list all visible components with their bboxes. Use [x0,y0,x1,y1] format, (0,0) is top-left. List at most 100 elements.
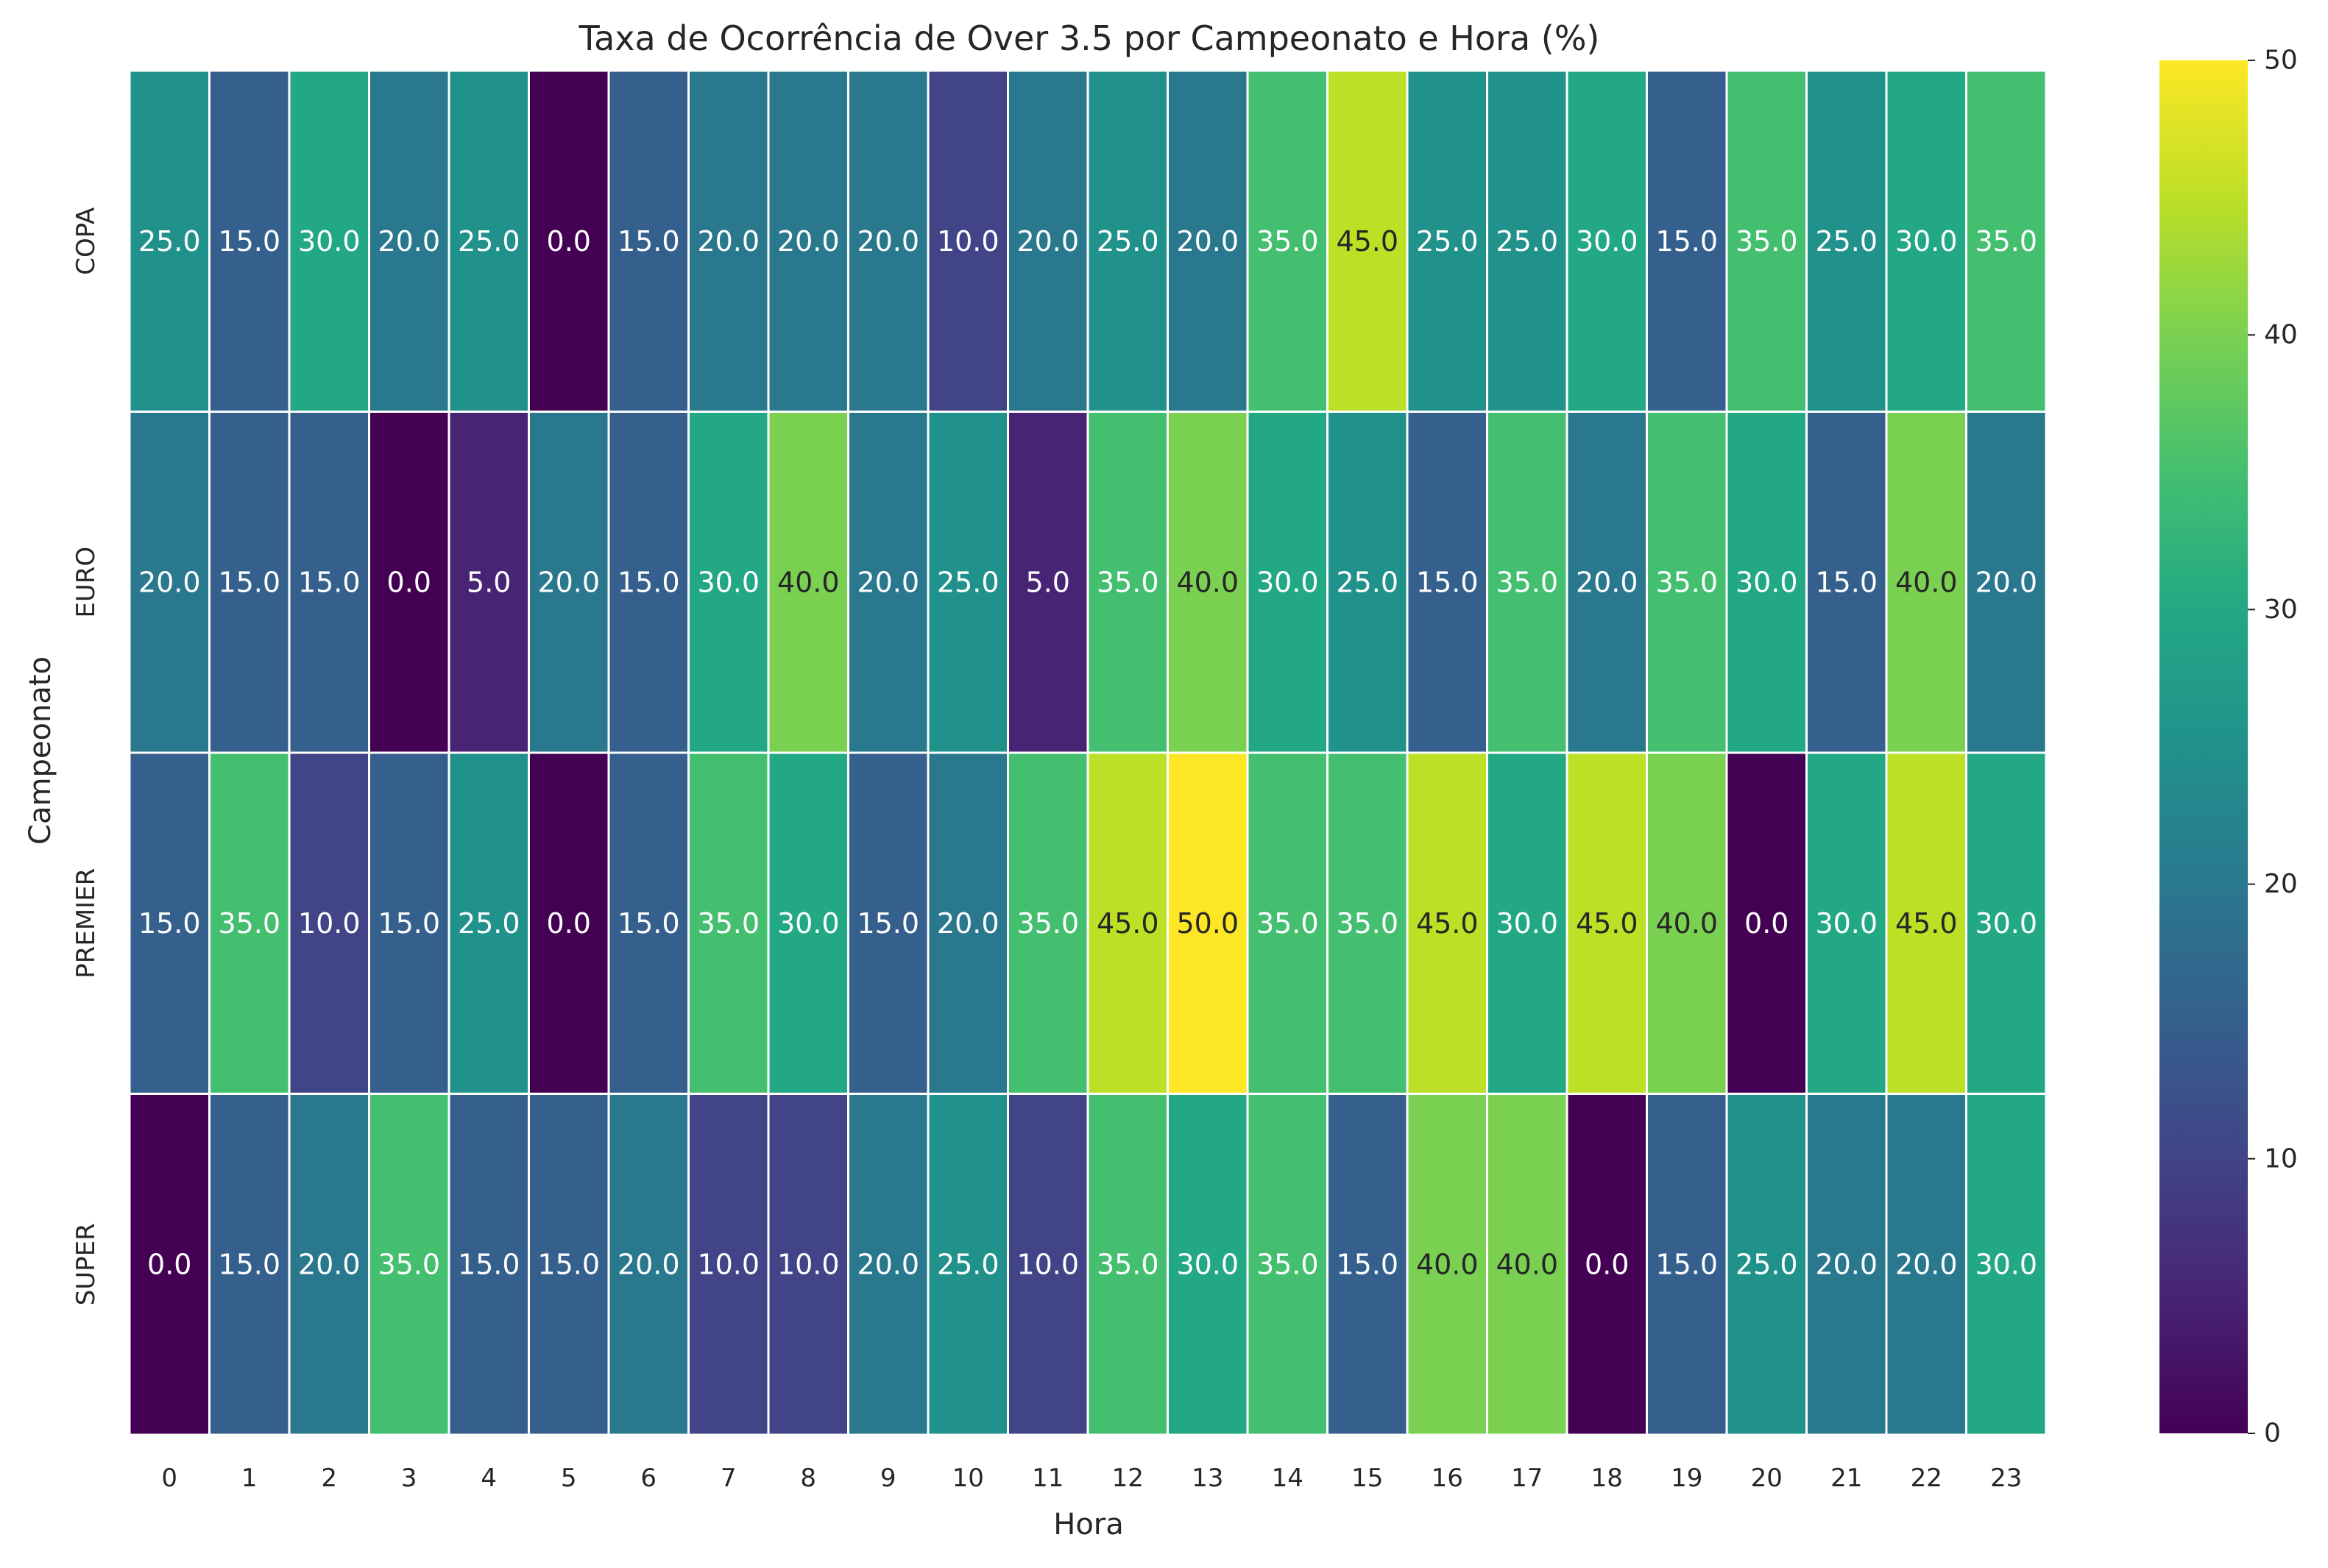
cell-value-label: 0.0 [547,225,591,258]
cell-value-label: 25.0 [1097,225,1159,258]
cell-value-label: 35.0 [1016,907,1079,940]
cell-value-label: 0.0 [387,566,431,598]
heatmap-cell [927,751,1009,1095]
cell-value-label: 40.0 [777,566,840,598]
heatmap-cells [128,69,2048,1436]
heatmap-cell [1167,69,1249,413]
heatmap-cell [208,751,291,1095]
cell-value-label: 15.0 [218,225,280,258]
cell-value-label: 35.0 [697,907,760,940]
x-axis-ticks: 0 1 2 3 4 5 6 7 8 9 10 11 12 13 14 15 16 17 18 19 20 21 22 23 [161,1464,2022,1493]
y-axis-ticks: COPA EURO PREMIER SUPER [71,207,101,1306]
x-tick-label: 3 [401,1464,417,1493]
cell-value-label: 40.0 [1176,566,1239,598]
cell-value-label: 20.0 [857,225,919,258]
heatmap-cell [288,69,370,413]
x-tick-label: 16 [1432,1464,1463,1493]
cell-value-label: 15.0 [458,1248,520,1280]
cell-value-label: 25.0 [1496,225,1558,258]
heatmap-cell [1725,411,1808,754]
heatmap-cell [1565,69,1648,413]
heatmap-cell [1406,1093,1488,1436]
heatmap-cell [1086,1093,1169,1436]
heatmap-cell [1805,1093,1888,1436]
cell-value-label: 10.0 [697,1248,760,1280]
heatmap-cell [1725,1093,1808,1436]
cell-value-label: 30.0 [697,566,760,598]
heatmap-cell [1725,69,1808,413]
cell-value-label: 15.0 [1655,225,1718,258]
y-tick-label: COPA [71,207,101,275]
cell-value-label: 15.0 [218,1248,280,1280]
heatmap-cell [128,411,210,754]
cell-value-label: 45.0 [1576,907,1638,940]
heatmap-cell [1246,1093,1328,1436]
heatmap-cell [1326,751,1409,1095]
heatmap-cell [1167,1093,1249,1436]
heatmap-cell [1965,411,2048,754]
x-tick-label: 23 [1990,1464,2022,1493]
heatmap-cell [927,1093,1009,1436]
chart-title: Taxa de Ocorrência de Over 3.5 por Campe… [579,18,1600,58]
heatmap-cell [1646,1093,1728,1436]
cell-value-label: 25.0 [138,225,201,258]
x-tick-label: 15 [1351,1464,1383,1493]
cell-value-label: 35.0 [1496,566,1558,598]
cell-value-label: 0.0 [1585,1248,1629,1280]
cell-value-label: 20.0 [857,1248,919,1280]
x-tick-label: 2 [321,1464,337,1493]
heatmap-cell [1646,751,1728,1095]
cell-value-label: 10.0 [298,907,361,940]
y-axis-label: Campeonato [24,656,57,845]
cell-value-label: 15.0 [298,566,361,598]
cell-value-label: 35.0 [1256,1248,1319,1280]
heatmap-cell [208,1093,291,1436]
heatmap-cell [288,1093,370,1436]
heatmap-cell [528,69,610,413]
heatmap-cell [528,751,610,1095]
x-tick-label: 5 [561,1464,577,1493]
heatmap-cell [1565,751,1648,1095]
cell-value-label: 15.0 [1815,566,1878,598]
heatmap-cell [1646,69,1728,413]
cell-value-label: 10.0 [937,225,1000,258]
colorbar-ticks: 0 10 20 30 40 50 [2248,46,2298,1449]
heatmap-cell [1805,411,1888,754]
heatmap-cell [128,69,210,413]
cell-value-label: 15.0 [537,1248,600,1280]
y-tick-label: PREMIER [71,868,101,979]
heatmap-cell [1805,69,1888,413]
cell-value-label: 20.0 [378,225,440,258]
cell-value-label: 20.0 [697,225,760,258]
heatmap-cell [288,751,370,1095]
cell-value-label: 35.0 [1097,566,1159,598]
heatmap-cell [1725,751,1808,1095]
cell-value-label: 35.0 [1097,1248,1159,1280]
heatmap-cell [1326,69,1409,413]
cell-value-label: 5.0 [1026,566,1070,598]
heatmap-cell [128,1093,210,1436]
heatmap-cell [447,411,530,754]
cell-value-label: 15.0 [1336,1248,1398,1280]
cell-value-label: 0.0 [1744,907,1789,940]
cell-value-label: 20.0 [618,1248,680,1280]
heatmap-cell [528,1093,610,1436]
x-tick-label: 10 [952,1464,984,1493]
heatmap-cell [1965,69,2048,413]
heatmap-cell-labels: 25.0 15.0 30.0 20.0 25.0 0.0 15.0 20.0 20.0 20.0 1… [138,225,2037,1281]
cell-value-label: 35.0 [1975,225,2037,258]
x-tick-label: 19 [1671,1464,1702,1493]
cell-value-label: 15.0 [618,225,680,258]
x-tick-label: 11 [1032,1464,1064,1493]
cell-value-label: 15.0 [1416,566,1479,598]
heatmap-cell [767,1093,849,1436]
cell-value-label: 30.0 [1256,566,1319,598]
heatmap-cell [1246,411,1328,754]
cell-value-label: 45.0 [1097,907,1159,940]
colorbar-tick-label: 30 [2264,595,2298,625]
cell-value-label: 15.0 [1655,1248,1718,1280]
cell-value-label: 0.0 [147,1248,191,1280]
x-tick-label: 4 [481,1464,497,1493]
colorbar-tick-label: 0 [2264,1419,2281,1449]
